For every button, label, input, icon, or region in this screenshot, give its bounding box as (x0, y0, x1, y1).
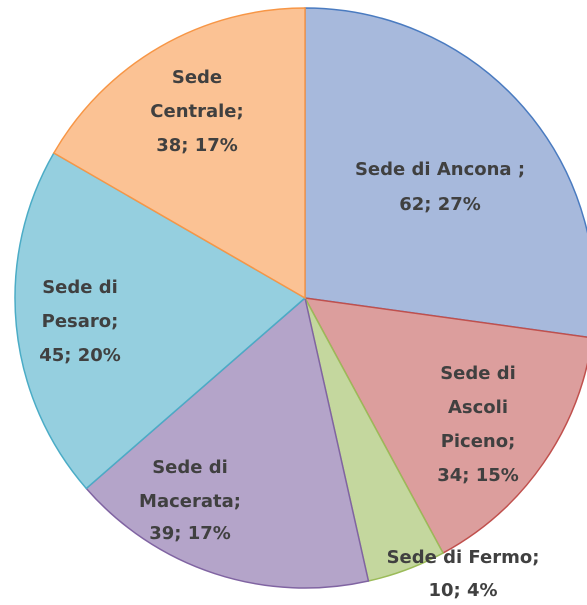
data-label: Sede di Macerata; (139, 457, 241, 512)
data-label: Sede di Fermo; (387, 547, 540, 568)
data-label: 10; 4% (428, 580, 497, 601)
pie-slice (303, 297, 587, 555)
label-line: Centrale; (150, 101, 243, 122)
data-label: 34; 15% (437, 465, 519, 486)
label-line: Piceno; (441, 431, 516, 452)
pie-slice (304, 7, 587, 338)
data-label: Sede di Ascoli Piceno; (440, 363, 516, 452)
label-line: Sede di (152, 457, 228, 478)
pie-slice (52, 7, 306, 300)
label-line: Pesaro; (42, 311, 119, 332)
data-label: 39; 17% (149, 523, 231, 544)
pie-slice (14, 151, 307, 490)
data-label: 62; 27% (399, 194, 481, 215)
data-label: 38; 17% (156, 135, 238, 156)
pie-slice (85, 296, 370, 589)
data-label: Sede di Ancona ; (355, 159, 525, 180)
label-line: Sede di (440, 363, 516, 384)
label-line: Sede di (42, 277, 118, 298)
label-line: Ascoli (448, 397, 508, 418)
label-line: Macerata; (139, 491, 241, 512)
label-line: Sede (172, 67, 222, 88)
data-label: Sede di Pesaro; (42, 277, 119, 332)
data-label: 45; 20% (39, 345, 121, 366)
data-label: Sede Centrale; (150, 67, 243, 122)
